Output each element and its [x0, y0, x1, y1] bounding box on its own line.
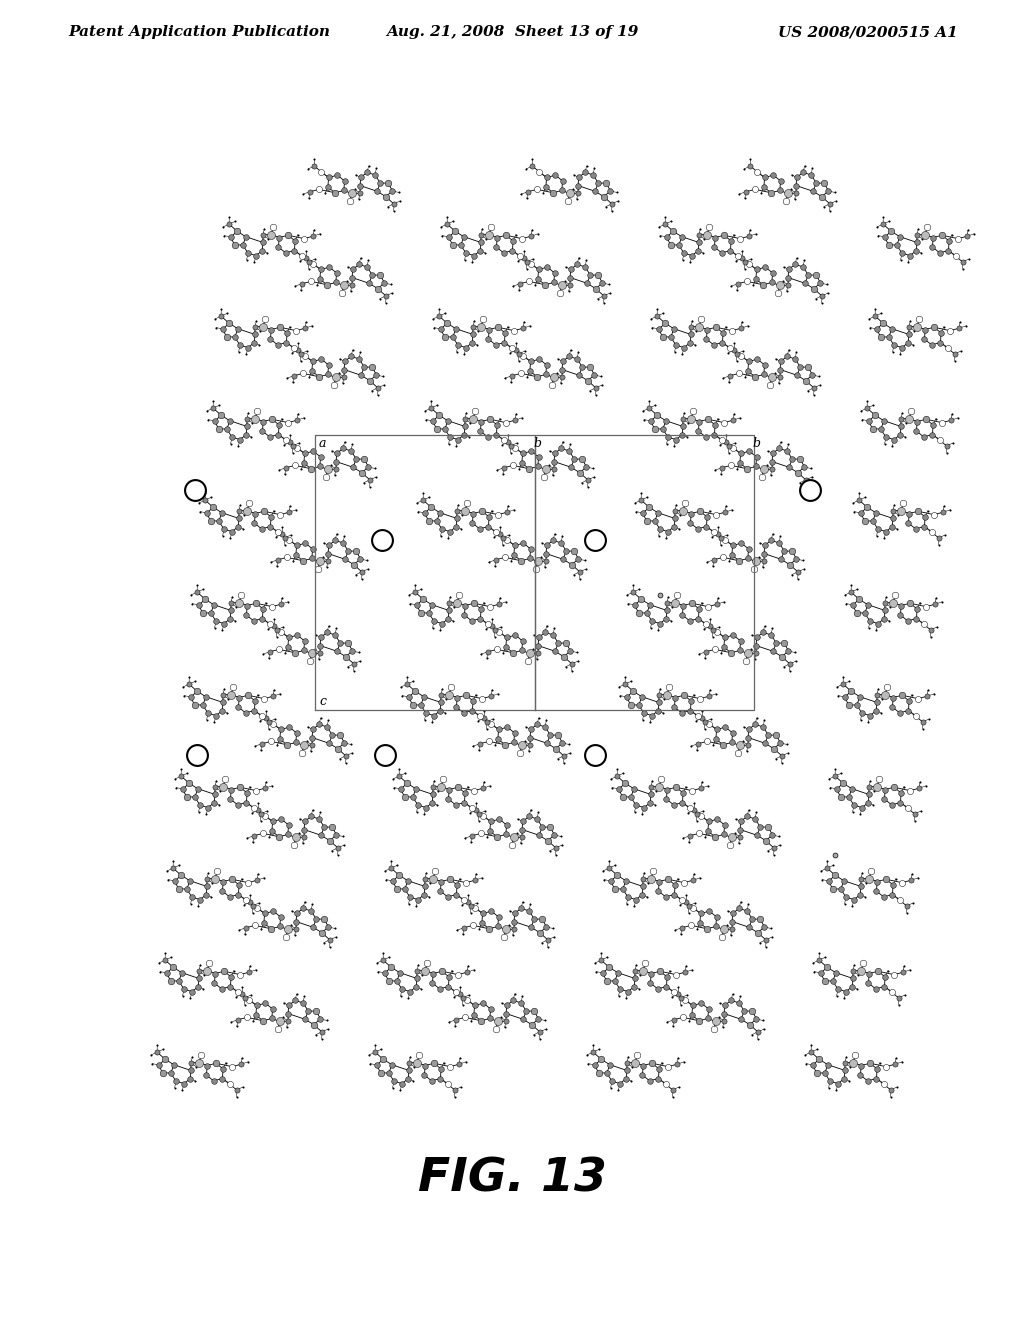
Text: FIG. 13: FIG. 13 — [418, 1158, 606, 1203]
Text: Aug. 21, 2008  Sheet 13 of 19: Aug. 21, 2008 Sheet 13 of 19 — [386, 25, 638, 40]
Text: US 2008/0200515 A1: US 2008/0200515 A1 — [778, 25, 958, 40]
Text: c: c — [319, 696, 326, 708]
Text: a: a — [319, 437, 327, 450]
Text: b: b — [752, 437, 760, 450]
Text: b: b — [534, 437, 541, 450]
Text: Patent Application Publication: Patent Application Publication — [68, 25, 330, 40]
